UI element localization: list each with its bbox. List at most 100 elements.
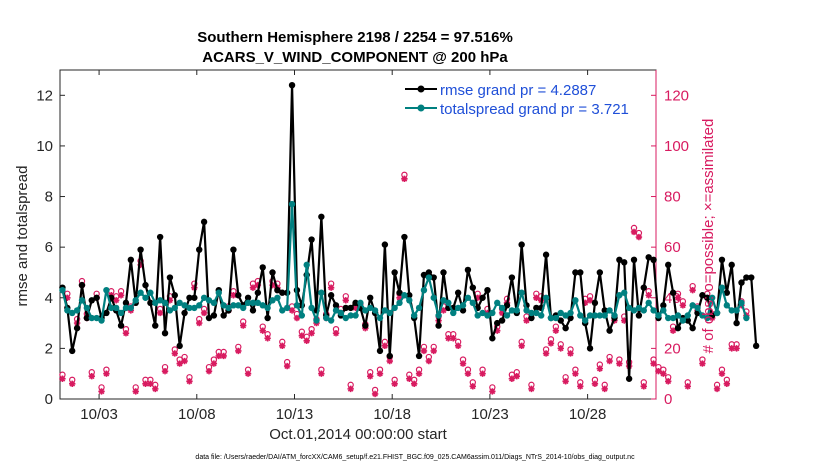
rmse-point — [738, 279, 745, 286]
rmse-point — [425, 269, 433, 276]
totalspread-point — [552, 314, 560, 322]
totalspread-point — [288, 200, 296, 208]
totalspread-point — [171, 304, 179, 312]
totalspread-point — [93, 314, 100, 322]
rmse-point — [572, 269, 579, 276]
obs-assimilated-marker — [200, 309, 208, 317]
rmse-point — [210, 312, 218, 319]
totalspread-point — [83, 304, 91, 312]
totalspread-point — [469, 299, 477, 307]
totalspread-point — [694, 304, 701, 312]
obs-assimilated-marker — [533, 294, 540, 301]
totalspread-point — [220, 302, 227, 309]
rmse-point — [616, 256, 623, 264]
obs-assimilated-marker — [69, 380, 76, 388]
totalspread-point — [445, 299, 452, 307]
rmse-point — [347, 304, 354, 312]
rmse-point — [308, 236, 315, 243]
totalspread-point — [313, 317, 320, 324]
totalspread-point — [513, 307, 520, 314]
rmse-point — [420, 271, 428, 279]
obs-assimilated-marker — [318, 370, 325, 377]
totalspread-point — [596, 312, 604, 319]
obs-assimilated-marker — [303, 337, 310, 344]
obs-assimilated-marker — [166, 297, 174, 304]
obs-assimilated-marker — [557, 345, 564, 352]
obs-assimilated-marker — [430, 347, 437, 355]
obs-assimilated-marker — [660, 370, 667, 377]
data-file-footer: data file: /Users/raeder/DAI/ATM_forcXX/… — [195, 454, 635, 461]
rmse-point — [83, 314, 91, 322]
rmse-point — [479, 294, 486, 301]
obs-assimilated-marker — [137, 261, 144, 269]
totalspread-point — [689, 302, 696, 309]
obs-assimilated-marker — [523, 317, 530, 324]
obs-assimilated-marker — [621, 317, 628, 324]
rmse-point — [196, 246, 203, 253]
totalspread-point — [684, 312, 691, 319]
obs-assimilated-marker — [205, 367, 213, 375]
totalspread-point — [718, 284, 726, 291]
rmse-point — [274, 286, 281, 294]
totalspread-point — [264, 304, 271, 312]
totalspread-point — [728, 307, 735, 314]
y-left-tick-label: 2 — [45, 340, 53, 357]
totalspread-point — [303, 261, 310, 269]
rmse-point — [88, 297, 95, 304]
obs-assimilated-marker — [518, 342, 525, 350]
x-tick-label: 10/28 — [569, 406, 607, 423]
obs-assimilated-marker — [332, 330, 340, 337]
totalspread-point — [743, 314, 750, 322]
totalspread-point — [640, 307, 647, 314]
totalspread-point — [420, 286, 428, 294]
rmse-point — [728, 261, 735, 269]
totalspread-point — [318, 289, 325, 296]
obs-assimilated-marker — [728, 345, 735, 352]
obs-assimilated-marker — [454, 342, 462, 350]
totalspread-point — [679, 317, 687, 324]
rmse-point — [542, 251, 550, 258]
obs-assimilated-marker — [713, 385, 721, 393]
rmse-point — [401, 233, 408, 241]
totalspread-point — [665, 314, 672, 322]
rmse-point — [200, 218, 208, 226]
rmse-point — [352, 299, 359, 307]
obs-assimilated-marker — [689, 286, 696, 294]
rmse-point — [244, 294, 252, 301]
totalspread-point — [708, 294, 716, 301]
obs-assimilated-marker — [196, 319, 203, 327]
totalspread-point — [103, 286, 110, 294]
rmse-point — [567, 314, 574, 322]
totalspread-point — [591, 312, 599, 319]
totalspread-point — [323, 314, 330, 322]
obs-assimilated-marker — [371, 390, 379, 398]
rmse-point — [376, 347, 384, 355]
rmse-point — [152, 322, 159, 329]
totalspread-point — [88, 314, 95, 322]
totalspread-point — [542, 294, 550, 301]
obs-assimilated-marker — [606, 357, 613, 365]
rmse-point — [147, 299, 154, 307]
obs-assimilated-marker — [635, 233, 643, 241]
totalspread-point — [376, 314, 384, 322]
rmse-point — [220, 312, 227, 319]
totalspread-point — [108, 304, 115, 312]
obs-assimilated-marker — [513, 373, 520, 380]
obs-assimilated-marker — [288, 307, 296, 314]
totalspread-point — [156, 297, 164, 304]
rmse-point — [562, 324, 569, 332]
obs-assimilated-marker — [601, 385, 608, 393]
totalspread-point — [523, 307, 530, 314]
obs-assimilated-marker — [152, 385, 159, 393]
rmse-point — [743, 274, 750, 281]
rmse-point — [415, 352, 423, 360]
totalspread-point — [537, 312, 545, 319]
totalspread-point — [625, 304, 633, 312]
obs-assimilated-marker — [420, 347, 428, 355]
chart-title-line1: Southern Hemisphere 2198 / 2254 = 97.516… — [197, 29, 513, 46]
obs-assimilated-marker — [283, 362, 291, 370]
totalspread-point — [196, 302, 203, 309]
legend-spread-label: totalspread grand pr = 3.721 — [440, 101, 629, 118]
obs-assimilated-marker — [376, 370, 384, 377]
obs-assimilated-marker — [279, 342, 286, 350]
